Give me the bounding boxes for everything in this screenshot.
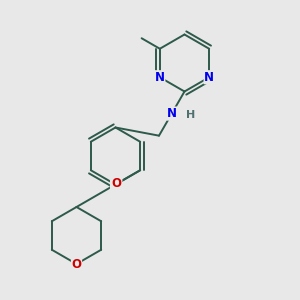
Text: N: N <box>155 71 165 84</box>
Text: O: O <box>112 177 122 190</box>
Text: N: N <box>110 178 121 191</box>
Text: N: N <box>167 107 177 120</box>
Text: H: H <box>186 110 195 120</box>
Text: O: O <box>71 257 82 271</box>
Text: N: N <box>204 71 214 84</box>
